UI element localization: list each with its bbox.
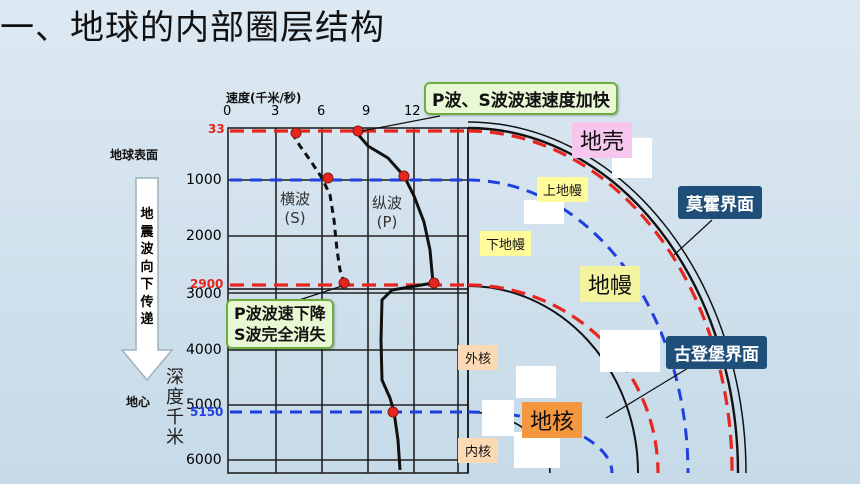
mantle-label: 地幔	[580, 266, 641, 302]
inner-core-label: 内核	[458, 438, 499, 463]
inner-core-depth-label: 5150	[190, 405, 224, 419]
marker-p-surface	[352, 125, 364, 137]
depth-tick-4000: 4000	[186, 342, 222, 358]
speed-tick-0: 0	[223, 104, 232, 119]
lower-mantle-label: 下地幔	[480, 231, 532, 256]
earth-surface-arc	[467, 126, 740, 474]
core-boundary-arc	[467, 285, 639, 474]
speed-drop-callout: P波波速下降 S波完全消失	[226, 299, 334, 349]
arrow-label: 地 震 波 向 下 传 递	[140, 207, 154, 327]
downward-arrow	[120, 177, 174, 382]
moho-dashed-line	[230, 129, 734, 474]
core-label: 地核	[522, 402, 583, 438]
depth-tick-3000: 3000	[186, 286, 222, 302]
center-label: 地心	[126, 395, 151, 409]
outer-core-label: 外核	[458, 345, 499, 370]
speed-tick-3: 3	[271, 104, 280, 119]
depth-tick-6000: 6000	[186, 452, 222, 468]
marker-p-gutenberg	[428, 277, 440, 289]
speed-tick-6: 6	[317, 104, 326, 119]
white-box-4	[516, 366, 556, 398]
wave-markers	[290, 125, 440, 418]
gutenberg-depth-label: 2900	[190, 277, 224, 291]
depth-tick-2000: 2000	[186, 228, 222, 244]
speed-tick-12: 12	[404, 104, 421, 119]
moho-pointer	[673, 219, 713, 256]
speed-tick-9: 9	[362, 104, 371, 119]
p-wave-curve	[354, 131, 435, 471]
s-wave-curve	[290, 132, 346, 284]
marker-p-upper-mantle	[398, 170, 410, 182]
depth-tick-1000: 1000	[186, 172, 222, 188]
top-callout-pointer	[361, 115, 441, 132]
white-box-6	[514, 432, 560, 468]
marker-s-moho-lower	[322, 172, 334, 184]
p-wave-label: 纵波 (P)	[372, 194, 403, 231]
marker-p-inner-core	[387, 406, 399, 418]
depth-tick-5000: 5000	[186, 397, 222, 413]
moho-depth-label: 33	[208, 122, 225, 136]
gutenberg-boundary-label: 古登堡界面	[666, 336, 767, 369]
speed-axis-label: 速度(千米/秒)	[226, 91, 302, 105]
crust-label: 地壳	[572, 122, 633, 158]
depth-axis-label: 深 度 千 米	[166, 367, 184, 448]
surface-label: 地球表面	[110, 148, 159, 162]
moho-boundary-label: 莫霍界面	[678, 186, 762, 219]
speed-increase-callout: P波、S波波速速度加快	[424, 82, 618, 115]
earth-outer-rim	[467, 121, 747, 474]
s-wave-label: 横波 (S)	[280, 190, 311, 227]
white-box-5	[482, 400, 514, 436]
upper-mantle-label: 上地幔	[537, 177, 589, 202]
white-box-3	[600, 330, 660, 372]
page-title: 一、地球的内部圈层结构	[0, 8, 385, 48]
marker-s-gutenberg	[338, 277, 350, 289]
white-box-2	[524, 200, 564, 224]
gutenberg-pointer	[605, 361, 699, 419]
marker-s-surface	[290, 127, 302, 139]
earth-section	[467, 121, 747, 474]
upper-lower-mantle-dashed-line	[230, 178, 690, 474]
